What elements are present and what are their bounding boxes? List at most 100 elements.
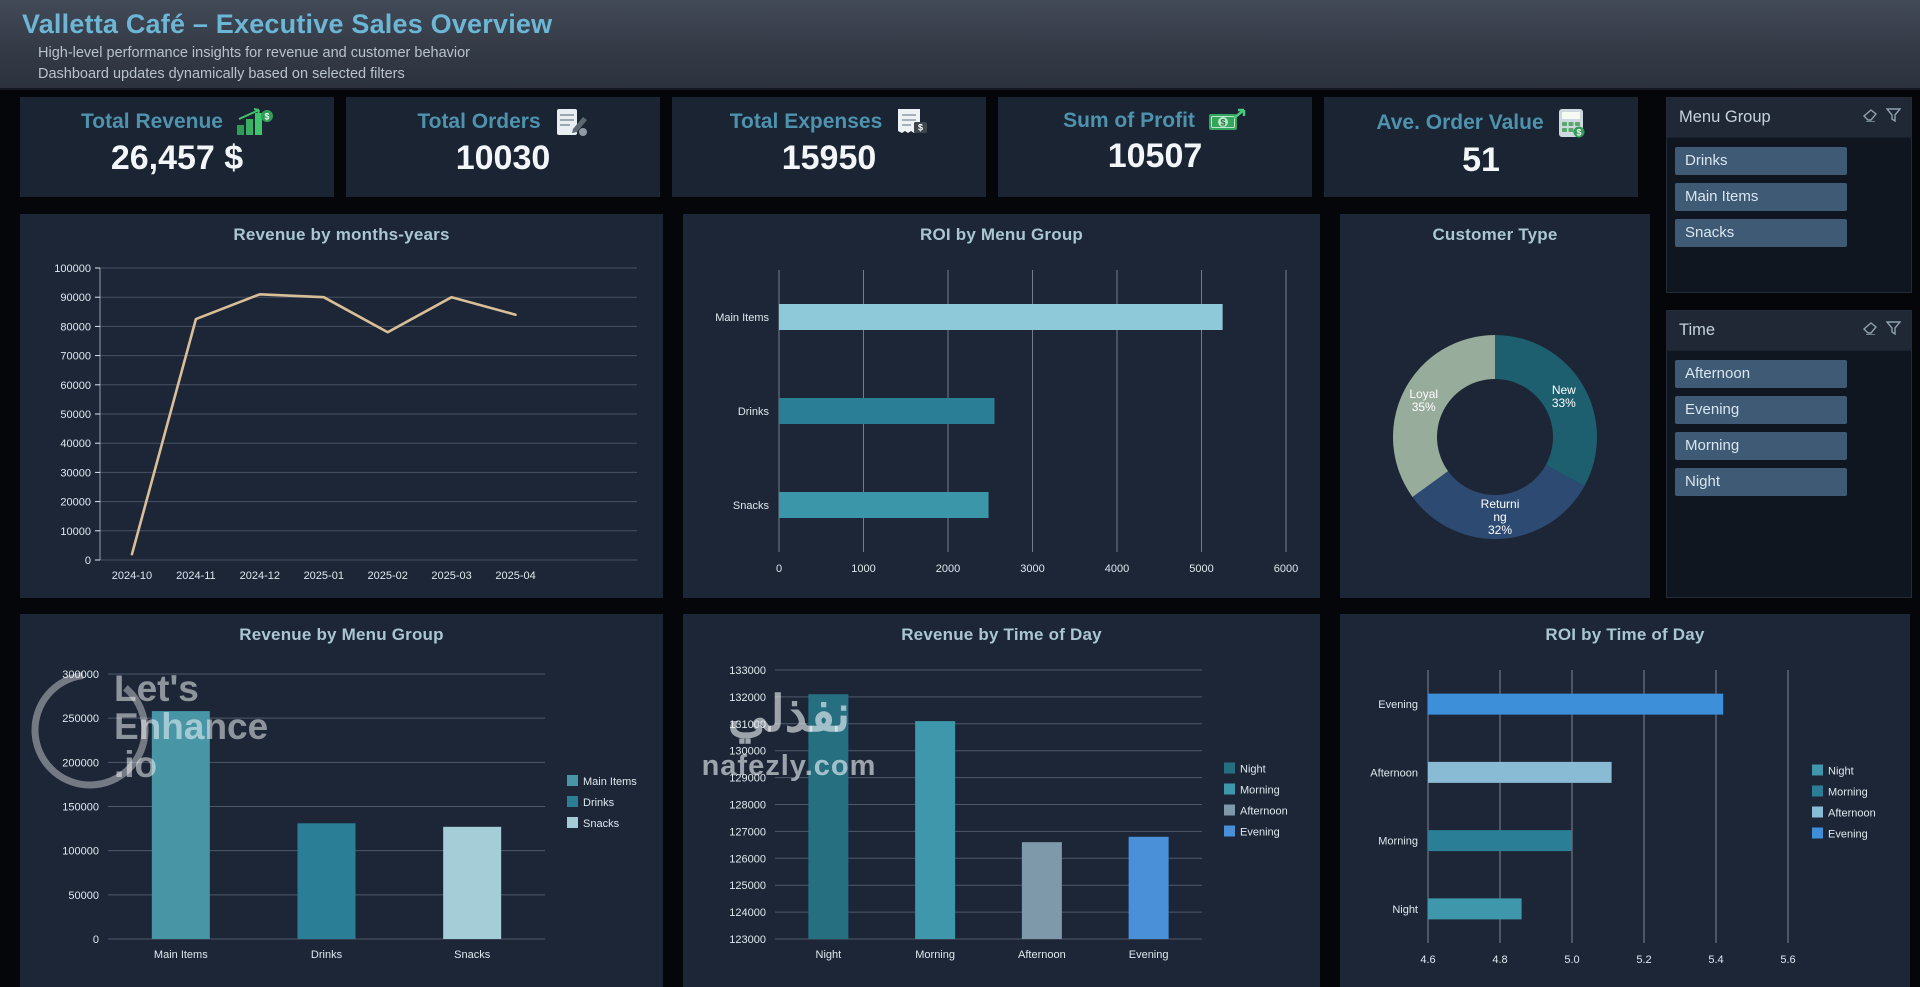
subtitle-line-2: Dashboard updates dynamically based on s… xyxy=(38,66,405,83)
svg-text:Main Items: Main Items xyxy=(154,949,208,961)
revenue-by-months-line-chart[interactable]: 0 10000 20000 30000 40000 50000 60000 70000 8000… xyxy=(20,256,663,598)
svg-text:80000: 80000 xyxy=(60,321,91,333)
svg-text:ng: ng xyxy=(1493,510,1506,524)
svg-text:60000: 60000 xyxy=(60,380,91,392)
panel-roi-by-time-of-day: ROI by Time of Day 4.6 4.8 5.0 5.2 5.4 5.6 Eve… xyxy=(1340,614,1910,987)
svg-text:4000: 4000 xyxy=(1105,563,1129,575)
svg-text:126000: 126000 xyxy=(729,853,766,865)
dashboard-header: Valletta Café – Executive Sales Overview… xyxy=(0,0,1920,90)
svg-text:Evening: Evening xyxy=(1378,699,1418,711)
svg-text:0: 0 xyxy=(85,555,91,567)
svg-text:2025-02: 2025-02 xyxy=(367,570,407,582)
svg-text:Drinks: Drinks xyxy=(583,797,615,809)
kpi-value: 10507 xyxy=(1107,137,1203,175)
roi-by-menu-group-bar-chart[interactable]: 0 1000 2000 3000 4000 5000 6000 Main Items Drink… xyxy=(683,256,1320,598)
svg-text:Afternoon: Afternoon xyxy=(1018,949,1066,961)
kpi-card-ave-order-value: Ave. Order Value $ 51 xyxy=(1324,97,1638,197)
svg-text:20000: 20000 xyxy=(60,497,91,509)
slicer-option-main-items[interactable]: Main Items xyxy=(1675,183,1847,211)
svg-text:125000: 125000 xyxy=(729,880,766,892)
calculator-icon: $ xyxy=(1556,107,1586,139)
slicer-time: Time Afternoon Evening Morning Night xyxy=(1666,310,1912,598)
svg-text:133000: 133000 xyxy=(729,665,766,677)
revenue-by-time-bar-chart[interactable]: 123000 124000 125000 126000 127000 128000 1290… xyxy=(683,656,1320,987)
roi-by-time-bar-chart[interactable]: 4.6 4.8 5.0 5.2 5.4 5.6 Evening Afternoon Mornin… xyxy=(1340,656,1910,987)
svg-text:Night: Night xyxy=(1392,904,1418,916)
svg-text:Evening: Evening xyxy=(1240,827,1280,839)
svg-text:33%: 33% xyxy=(1552,396,1576,410)
funnel-icon[interactable] xyxy=(1885,108,1902,127)
slicer-title: Menu Group xyxy=(1679,108,1771,126)
chart-title: Revenue by months-years xyxy=(233,225,450,244)
svg-text:1000: 1000 xyxy=(851,563,875,575)
slicer-menu-group: Menu Group Drinks Main Items Snacks xyxy=(1666,97,1912,293)
eraser-icon[interactable] xyxy=(1862,321,1878,340)
svg-text:Snacks: Snacks xyxy=(733,500,770,512)
svg-text:$: $ xyxy=(1576,128,1581,138)
chart-title: ROI by Time of Day xyxy=(1545,625,1705,644)
slicer-option-night[interactable]: Night xyxy=(1675,468,1847,496)
svg-text:100000: 100000 xyxy=(62,846,99,858)
kpi-card-total-revenue: Total Revenue $ 26,457 $ xyxy=(20,97,334,197)
revenue-by-menu-group-bar-chart[interactable]: 0 50000 100000 150000 200000 250000 300000 Main… xyxy=(20,656,663,987)
svg-text:40000: 40000 xyxy=(60,438,91,450)
invoice-receipt-icon: $ xyxy=(894,107,928,137)
svg-text:200000: 200000 xyxy=(62,757,99,769)
slicer-option-afternoon[interactable]: Afternoon xyxy=(1675,360,1847,388)
kpi-label: Total Orders xyxy=(417,110,541,133)
svg-text:123000: 123000 xyxy=(729,934,766,946)
svg-text:127000: 127000 xyxy=(729,826,766,838)
kpi-value: 26,457 $ xyxy=(110,139,244,177)
svg-text:Snacks: Snacks xyxy=(454,949,491,961)
svg-text:4.8: 4.8 xyxy=(1492,954,1507,966)
kpi-card-total-orders: Total Orders 10030 xyxy=(346,97,660,197)
svg-text:129000: 129000 xyxy=(729,773,766,785)
customer-type-donut-chart[interactable]: New 33% Returni ng 32% Loyal 35% xyxy=(1340,256,1650,598)
svg-text:300000: 300000 xyxy=(62,669,99,681)
svg-text:132000: 132000 xyxy=(729,692,766,704)
svg-text:250000: 250000 xyxy=(62,713,99,725)
panel-roi-by-menu-group: ROI by Menu Group 0 1000 2000 3000 4000 5000 6… xyxy=(683,214,1320,598)
page-title: Valletta Café – Executive Sales Overview xyxy=(22,9,553,39)
svg-text:2024-12: 2024-12 xyxy=(240,570,280,582)
svg-text:128000: 128000 xyxy=(729,800,766,812)
slicer-option-snacks[interactable]: Snacks xyxy=(1675,219,1847,247)
panel-revenue-by-months: Revenue by months-years 0 10000 20000 30000… xyxy=(20,214,663,598)
svg-text:Drinks: Drinks xyxy=(311,949,343,961)
svg-text:2024-10: 2024-10 xyxy=(112,570,152,582)
svg-text:70000: 70000 xyxy=(60,351,91,363)
svg-text:Loyal: Loyal xyxy=(1409,387,1438,401)
eraser-icon[interactable] xyxy=(1862,108,1878,127)
svg-text:35%: 35% xyxy=(1412,400,1436,414)
svg-text:130000: 130000 xyxy=(729,746,766,758)
svg-text:0: 0 xyxy=(776,563,782,575)
kpi-label: Total Expenses xyxy=(729,110,883,133)
slicer-option-drinks[interactable]: Drinks xyxy=(1675,147,1847,175)
svg-text:5.2: 5.2 xyxy=(1636,954,1651,966)
svg-text:Afternoon: Afternoon xyxy=(1370,767,1418,779)
kpi-label: Sum of Profit xyxy=(1063,109,1195,132)
svg-text:$: $ xyxy=(1220,118,1225,128)
svg-text:2025-04: 2025-04 xyxy=(495,570,535,582)
svg-text:2024-11: 2024-11 xyxy=(176,570,216,582)
svg-text:5.0: 5.0 xyxy=(1564,954,1579,966)
svg-text:$: $ xyxy=(918,123,923,133)
kpi-value: 51 xyxy=(1462,141,1500,179)
kpi-card-total-expenses: Total Expenses $ 15950 xyxy=(672,97,986,197)
svg-text:3000: 3000 xyxy=(1020,563,1044,575)
chart-title: Customer Type xyxy=(1432,225,1558,244)
svg-text:Evening: Evening xyxy=(1828,829,1868,841)
svg-text:6000: 6000 xyxy=(1274,563,1298,575)
svg-text:New: New xyxy=(1552,383,1576,397)
svg-text:32%: 32% xyxy=(1488,523,1512,537)
svg-text:10000: 10000 xyxy=(60,526,91,538)
svg-text:5.6: 5.6 xyxy=(1780,954,1795,966)
panel-customer-type: Customer Type New 33% Returni ng 32% Loyal 35% xyxy=(1340,214,1650,598)
svg-text:131000: 131000 xyxy=(729,719,766,731)
svg-text:30000: 30000 xyxy=(60,467,91,479)
slicer-option-evening[interactable]: Evening xyxy=(1675,396,1847,424)
chart-title: Revenue by Menu Group xyxy=(239,625,444,644)
svg-text:150000: 150000 xyxy=(62,802,99,814)
funnel-icon[interactable] xyxy=(1885,321,1902,340)
slicer-option-morning[interactable]: Morning xyxy=(1675,432,1847,460)
